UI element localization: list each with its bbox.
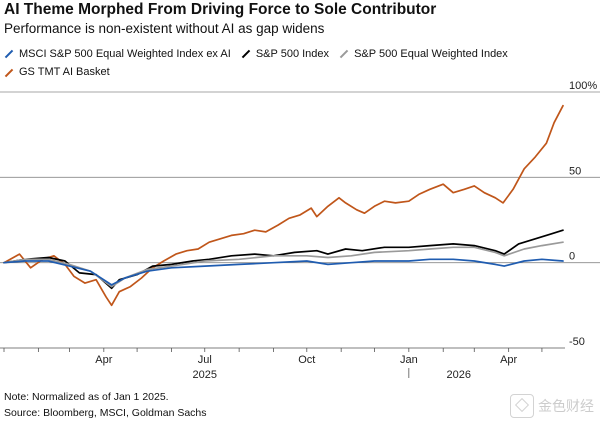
y-tick-label: -50 — [569, 336, 585, 348]
chart-legend: MSCI S&P 500 Equal Weighted Index ex AI … — [4, 44, 598, 81]
legend-item: S&P 500 Index — [241, 46, 329, 63]
source-note: Source: Bloomberg, MSCI, Goldman Sachs — [4, 407, 207, 419]
legend-swatch — [4, 49, 14, 59]
y-tick-label: 0 — [569, 251, 575, 263]
legend-swatch — [241, 49, 251, 59]
x-year-label: 2025 — [193, 369, 217, 378]
legend-item: GS TMT AI Basket — [4, 64, 110, 81]
legend-swatch — [4, 68, 14, 77]
legend-item: MSCI S&P 500 Equal Weighted Index ex AI — [4, 46, 231, 63]
x-tick-label: Oct — [298, 354, 315, 366]
x-tick-label: Apr — [500, 354, 517, 366]
watermark-text: 金色财经 — [538, 398, 594, 414]
legend-label: S&P 500 Index — [255, 47, 330, 60]
legend-swatch — [339, 49, 349, 59]
series-line — [3, 241, 564, 288]
legend-label: S&P 500 Equal Weighted Index — [354, 47, 508, 60]
x-tick-label: Jan — [400, 354, 418, 366]
legend-label: GS TMT AI Basket — [19, 66, 110, 78]
y-tick-label: 100% — [569, 80, 597, 92]
series-line — [3, 229, 564, 290]
legend-label: MSCI S&P 500 Equal Weighted Index ex AI — [19, 47, 231, 60]
x-year-label: 2026 — [446, 369, 470, 378]
chart-title: AI Theme Morphed From Driving Force to S… — [4, 1, 437, 18]
y-tick-label: 50 — [569, 165, 581, 177]
x-tick-label: Jul — [198, 354, 212, 366]
chart-subtitle: Performance is non-existent without AI a… — [4, 21, 325, 36]
footnote: Note: Normalized as of Jan 1 2025. — [4, 391, 169, 403]
watermark-logo-icon — [510, 394, 534, 418]
x-tick-label: Apr — [95, 354, 112, 366]
watermark: 金色财经 — [510, 394, 594, 418]
series-line — [3, 258, 564, 286]
legend-item: S&P 500 Equal Weighted Index — [339, 46, 508, 63]
line-chart: 100% 50 0 -50 Apr Jul Oct Jan Apr 2025 2026 — [0, 80, 600, 378]
series-line — [3, 104, 564, 307]
